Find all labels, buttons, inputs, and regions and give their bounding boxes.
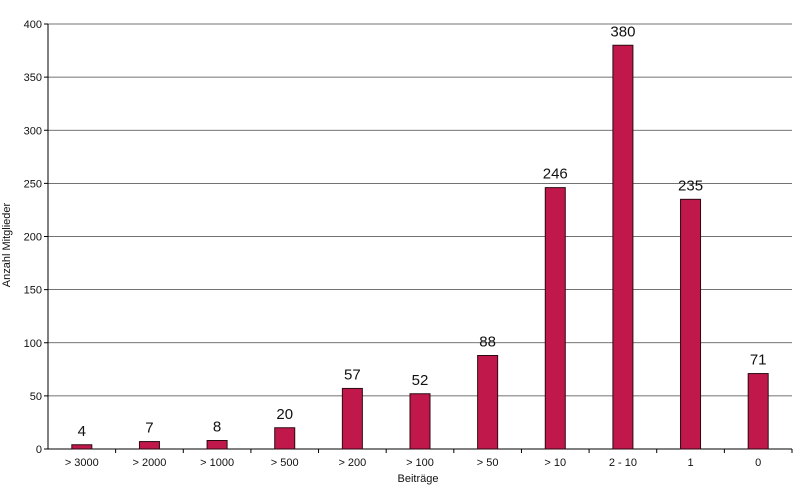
data-label: 71 [750,352,767,369]
x-tick-label: > 3000 [65,457,99,469]
data-label: 88 [479,334,496,351]
data-label: 235 [678,177,703,194]
data-label: 7 [145,420,153,437]
bar [680,198,702,450]
data-label: 380 [610,23,635,40]
bar [477,355,499,450]
y-tick-label: 50 [30,391,42,403]
bar [612,44,634,450]
data-label: 246 [543,166,568,183]
y-tick-label: 400 [24,19,42,31]
y-tick-label: 150 [24,285,42,297]
bar [341,387,363,450]
bars [71,44,769,450]
x-tick-labels: > 3000 > 2000 > 1000 > 500 > 200 > 100 > 50 > 1… [65,457,761,469]
data-label: 20 [276,406,293,423]
bar [206,440,228,450]
data-label: 52 [412,372,429,389]
y-tick-label: 250 [24,178,42,190]
data-label: 57 [344,366,361,383]
y-tick-label: 350 [24,72,42,84]
bar [747,373,769,450]
x-tick-label: 1 [687,457,693,469]
x-tick-label: 2 - 10 [609,457,637,469]
x-tick-label: > 100 [406,457,434,469]
data-labels: 4 7 8 20 57 52 88 246 380 235 71 [78,23,767,440]
x-tick-label: > 10 [544,457,566,469]
x-tick-label: > 200 [338,457,366,469]
gridlines [48,23,792,397]
x-tick-label: > 50 [477,457,499,469]
x-tick-label: > 500 [271,457,299,469]
data-label: 8 [213,419,221,436]
bar [71,444,93,450]
y-tick-label: 300 [24,125,42,137]
x-tick-label: > 2000 [132,457,166,469]
x-tick-label: 0 [755,457,761,469]
y-tick-labels: 0 50 100 150 200 250 300 350 400 [24,19,42,456]
bar [544,187,566,450]
y-tick-label: 200 [24,232,42,244]
x-axis-label: Beiträge [398,473,439,485]
bar [409,393,431,450]
bar [138,441,160,450]
y-axis-label: Anzahl Mitglieder [1,202,13,287]
x-tick-label: > 1000 [200,457,234,469]
bar [274,427,296,450]
data-label: 4 [78,423,86,440]
y-tick-label: 100 [24,338,42,350]
y-tick-label: 0 [36,444,42,456]
